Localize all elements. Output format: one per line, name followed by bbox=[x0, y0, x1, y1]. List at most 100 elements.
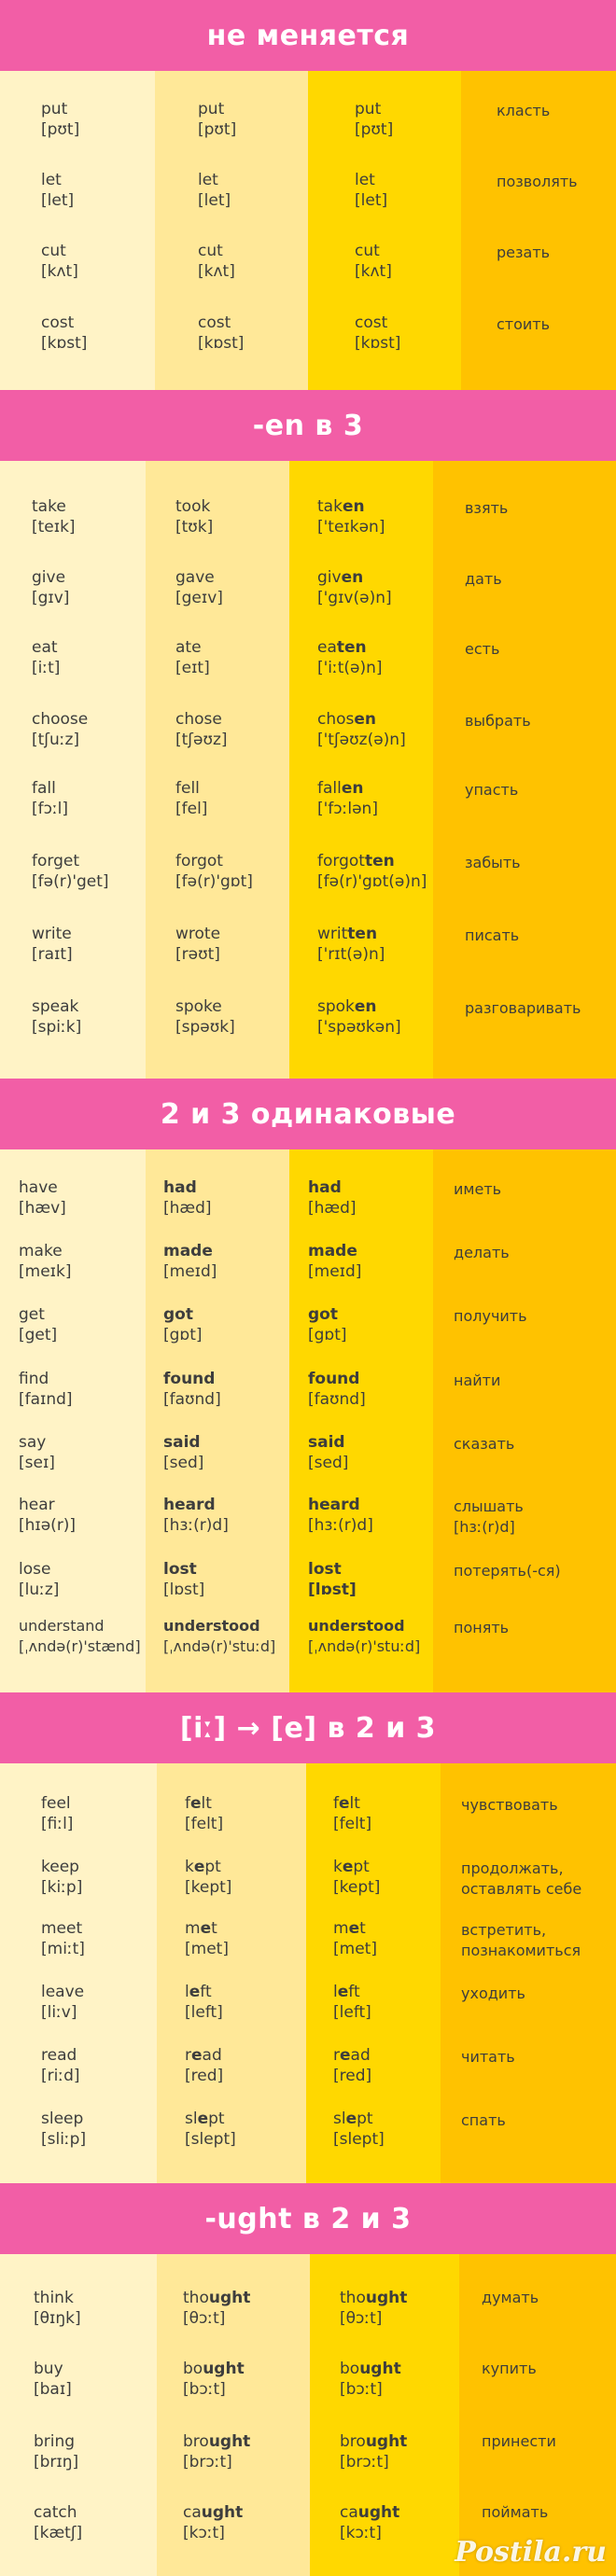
verb-cell: slept [slept] bbox=[333, 2110, 385, 2149]
translation-cell: выбрать bbox=[465, 712, 531, 730]
verb-cell: left [left] bbox=[185, 1983, 223, 2022]
verb-cell: cut [kʌt] bbox=[41, 242, 78, 281]
verb-cell: let [let] bbox=[198, 171, 231, 210]
verb-cell: say [seɪ] bbox=[19, 1433, 55, 1472]
verb-cell: read [riːd] bbox=[41, 2046, 80, 2085]
section-vowel-change: feel [fiːl] keep [kiːp] meet [miːt] leave [l… bbox=[0, 1763, 616, 2183]
verb-cell: lost [lɒst] bbox=[163, 1560, 205, 1599]
verb-cell: taken ['teɪkən] bbox=[317, 497, 385, 536]
verb-cell: said [sed] bbox=[308, 1433, 349, 1472]
verb-cell: felt [felt] bbox=[185, 1794, 224, 1833]
translation-cell: встретить, познакомиться bbox=[461, 1921, 581, 1959]
column-translation: класть позволять резать стоить bbox=[461, 71, 616, 390]
column-infinitive: have [hæv] make [meɪk] get [get] find [faɪnd… bbox=[0, 1149, 146, 1692]
translation-cell: сказать bbox=[454, 1435, 515, 1453]
translation-cell: делать bbox=[454, 1244, 510, 1261]
column-past: put [pʊt] let [let] cut [kʌt] cost [kɒst] bbox=[155, 71, 308, 390]
verb-cell: had [hæd] bbox=[163, 1178, 212, 1218]
verb-cell: bought [bɔːt] bbox=[183, 2360, 245, 2399]
verb-cell: choose [tʃuːz] bbox=[32, 710, 89, 749]
verb-cell: find [faɪnd] bbox=[19, 1370, 73, 1409]
verb-cell: give [gɪv] bbox=[32, 568, 70, 607]
verb-cell: buy [baɪ] bbox=[34, 2360, 72, 2399]
verb-cell: fallen ['fɔːlən] bbox=[317, 779, 378, 818]
verb-cell: met [met] bbox=[185, 1919, 229, 1958]
verb-cell: kept [kept] bbox=[185, 1858, 232, 1897]
translation-cell: поймать bbox=[482, 2503, 549, 2521]
verb-cell: spoke [spəʊk] bbox=[175, 997, 235, 1037]
translation-cell: принести bbox=[482, 2432, 556, 2450]
verb-cell: found [faʊnd] bbox=[308, 1370, 366, 1409]
verb-cell: lose [luːz] bbox=[19, 1560, 60, 1599]
verb-cell: let [let] bbox=[355, 171, 388, 210]
verb-cell: let [let] bbox=[41, 171, 75, 210]
verb-cell: eaten ['iːt(ə)n] bbox=[317, 638, 383, 677]
column-infinitive: put [pʊt] let [let] cut [kʌt] cost [kɒst] bbox=[0, 71, 155, 390]
section-en-participle: take [teɪk] give [gɪv] eat [iːt] choose [tʃu… bbox=[0, 461, 616, 1079]
verb-cell: fall [fɔːl] bbox=[32, 779, 69, 818]
translation-cell: спать bbox=[461, 2111, 506, 2129]
verb-cell: read [red] bbox=[185, 2046, 224, 2085]
translation-cell: забыть bbox=[465, 854, 521, 871]
verb-cell: gave [geɪv] bbox=[175, 568, 223, 607]
column-past: thought [θɔːt] bought [bɔːt] brought [brɔːt… bbox=[157, 2254, 310, 2576]
verb-cell: keep [kiːp] bbox=[41, 1858, 83, 1897]
verb-cell: fell [fel] bbox=[175, 779, 208, 818]
verb-cell: eat [iːt] bbox=[32, 638, 61, 677]
translation-cell: потерять(-ся) bbox=[454, 1562, 561, 1580]
verb-cell: forgot [fə(r)'gɒt] bbox=[175, 852, 253, 891]
verb-cell: thought [θɔːt] bbox=[183, 2289, 251, 2328]
translation-cell: класть bbox=[497, 102, 551, 119]
verb-cell: brought [brɔːt] bbox=[340, 2432, 408, 2472]
verb-cell: have [hæv] bbox=[19, 1178, 66, 1218]
translation-cell: позволять bbox=[497, 173, 578, 190]
translation-cell: резать bbox=[497, 244, 551, 261]
section-irregular-unchanged: put [pʊt] let [let] cut [kʌt] cost [kɒst] pu… bbox=[0, 71, 616, 390]
column-translation: думать купить принести поймать bbox=[459, 2254, 616, 2576]
column-translation: чувствовать продолжать, оставлять себе вс… bbox=[441, 1763, 616, 2183]
verb-cell: given ['gɪv(ə)n] bbox=[317, 568, 392, 607]
translation-cell: разговаривать bbox=[465, 999, 581, 1017]
translation-cell: найти bbox=[454, 1372, 501, 1389]
verb-cell: slept [slept] bbox=[185, 2110, 236, 2149]
translation-cell: получить bbox=[454, 1307, 527, 1325]
watermark: Postila.ru bbox=[455, 2536, 607, 2569]
verb-cell: put [pʊt] bbox=[41, 100, 80, 139]
verb-cell: caught [kɔːt] bbox=[183, 2503, 244, 2542]
column-translation: взять дать есть выбрать упасть забыть пи… bbox=[433, 461, 616, 1079]
verb-cell: heard [hɜː(r)d] bbox=[308, 1496, 373, 1535]
verb-cell: made [meɪd] bbox=[163, 1242, 217, 1281]
verb-cell: hear [hɪə(r)] bbox=[19, 1496, 77, 1535]
column-infinitive: feel [fiːl] keep [kiːp] meet [miːt] leave [l… bbox=[0, 1763, 157, 2183]
verb-cell: chosen ['tʃəʊz(ə)n] bbox=[317, 710, 406, 749]
translation-cell: уходить bbox=[461, 1984, 525, 2002]
verb-cell: chose [tʃəʊz] bbox=[175, 710, 228, 749]
section-ught: think [θɪŋk] buy [baɪ] bring [brɪŋ] catch [k… bbox=[0, 2254, 616, 2576]
translation-cell: стоить bbox=[497, 315, 551, 333]
verb-cell: took [tʊk] bbox=[175, 497, 214, 536]
verb-cell: made [meɪd] bbox=[308, 1242, 362, 1281]
verb-cell: get [get] bbox=[19, 1305, 58, 1344]
section-header: [iː] → [e] в 2 и 3 bbox=[0, 1692, 616, 1763]
verb-cell: bring [brɪŋ] bbox=[34, 2432, 79, 2472]
translation-cell: взять bbox=[465, 499, 509, 517]
verb-cell: leave [liːv] bbox=[41, 1983, 85, 2022]
translation-cell: упасть bbox=[465, 781, 519, 799]
column-participle: put [pʊt] let [let] cut [kʌt] cost [kɒst] bbox=[308, 71, 461, 390]
section-header: 2 и 3 одинаковые bbox=[0, 1079, 616, 1149]
verb-cell: catch [kætʃ] bbox=[34, 2503, 83, 2542]
translation-cell: купить bbox=[482, 2360, 537, 2377]
verb-cell: make [meɪk] bbox=[19, 1242, 72, 1281]
translation-cell: писать bbox=[465, 926, 520, 944]
verb-cell: forget [fə(r)'get] bbox=[32, 852, 109, 891]
column-past: had [hæd] made [meɪd] got [gɒt] found [faʊnd… bbox=[146, 1149, 289, 1692]
column-participle: felt [felt] kept [kept] met [met] left [left… bbox=[306, 1763, 441, 2183]
verb-cell: found [faʊnd] bbox=[163, 1370, 221, 1409]
verb-cell: said [sed] bbox=[163, 1433, 204, 1472]
translation-cell: чувствовать bbox=[461, 1796, 558, 1814]
verb-cell: caught [kɔːt] bbox=[340, 2503, 400, 2542]
column-past: felt [felt] kept [kept] met [met] left [left… bbox=[157, 1763, 306, 2183]
verb-cell: cut [kʌt] bbox=[198, 242, 235, 281]
section-header: -ught в 2 и 3 bbox=[0, 2183, 616, 2254]
